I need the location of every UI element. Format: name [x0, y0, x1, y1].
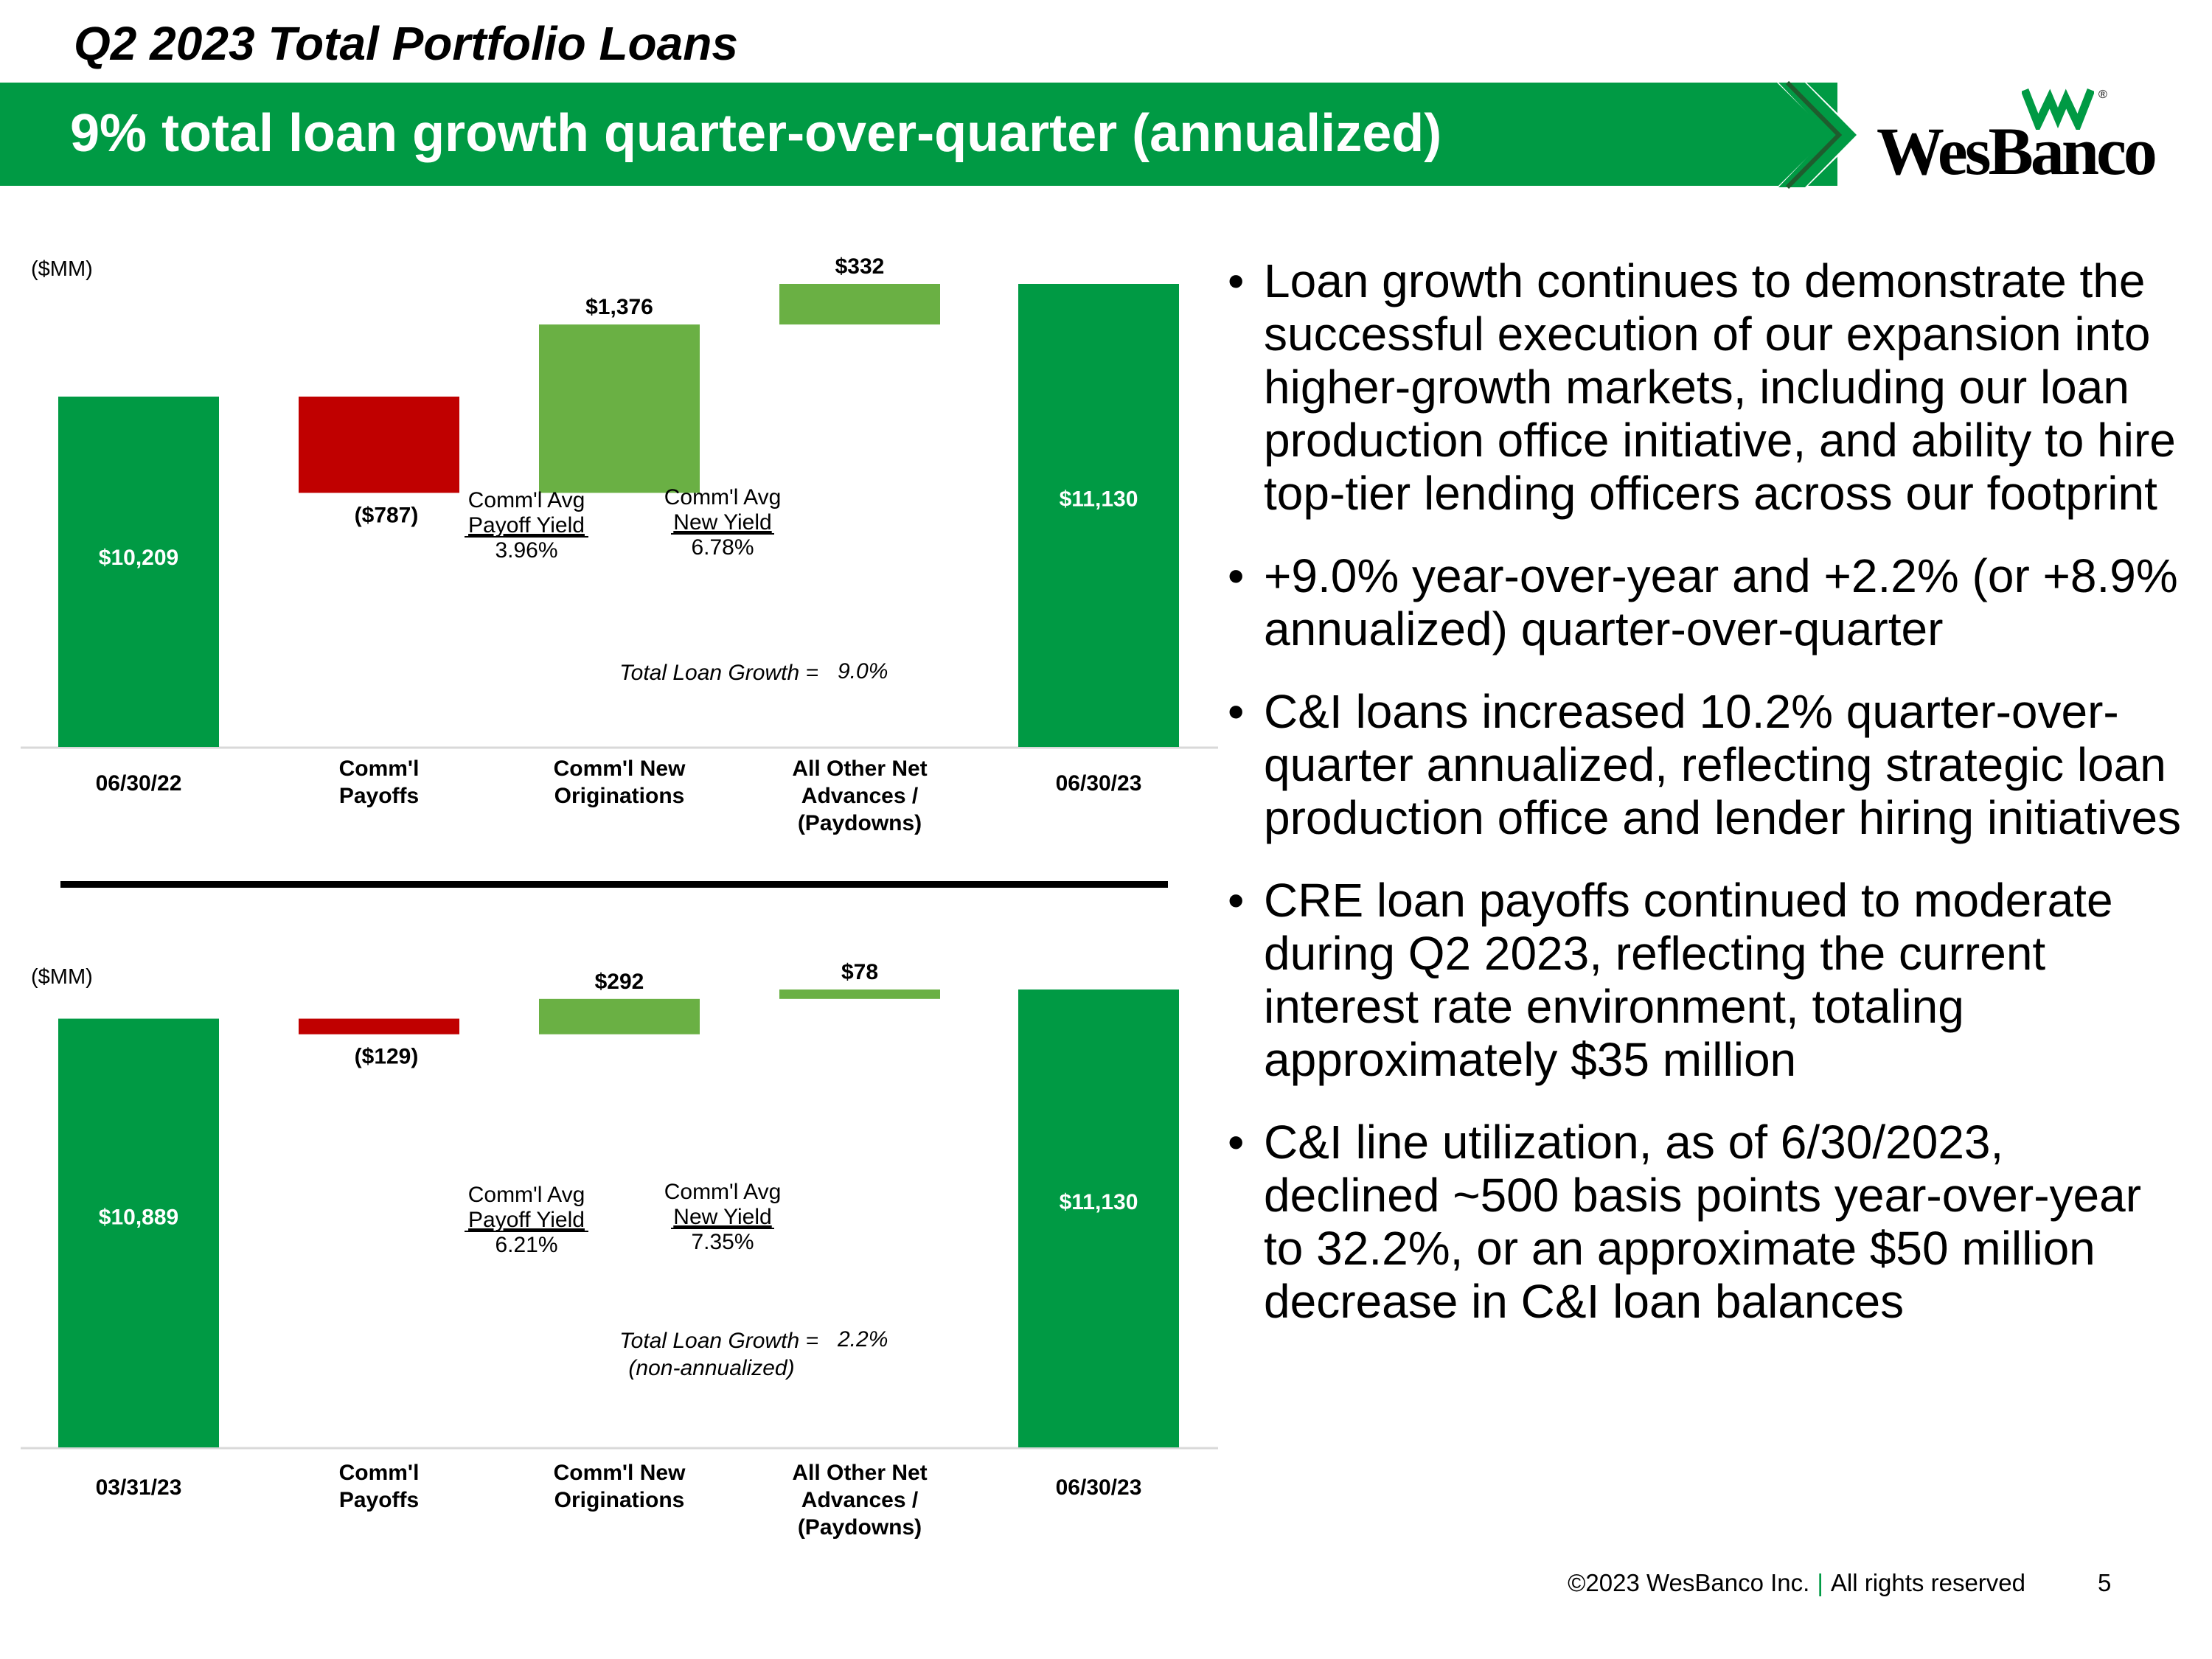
- banner-chevron-icon: [1777, 80, 1860, 189]
- waterfall-bar: [779, 284, 940, 325]
- waterfall-bar: [1018, 284, 1179, 747]
- data-label: $11,130: [1060, 1190, 1138, 1214]
- category-label: (Paydowns): [798, 811, 922, 835]
- page-number: 5: [2098, 1569, 2112, 1596]
- waterfall-bar: [539, 998, 700, 1034]
- growth-label: Total Loan Growth =: [619, 1329, 818, 1353]
- bullet-item: Loan growth continues to demonstrate the…: [1228, 254, 2186, 520]
- data-label: $78: [841, 960, 878, 984]
- wesbanco-w-logo-icon: [2022, 88, 2094, 130]
- footer-separator: |: [1817, 1569, 1823, 1596]
- data-label: $332: [835, 254, 885, 279]
- chart-divider: [60, 881, 1168, 888]
- waterfall-bar: [779, 990, 940, 999]
- bullet-item: C&I line utilization, as of 6/30/2023, d…: [1228, 1116, 2186, 1328]
- category-label: All Other Net: [792, 1461, 927, 1485]
- rights-text: All rights reserved: [1830, 1569, 2025, 1596]
- data-label: ($129): [355, 1045, 419, 1069]
- category-label: Advances /: [801, 784, 919, 808]
- category-label: Originations: [554, 1488, 685, 1512]
- category-label: Comm'l New: [554, 757, 686, 781]
- waterfall-chart-yoy: ($MM) $10,209 06/30/22 ($787) Comm'l Payoffs $…: [0, 243, 1224, 855]
- key-points-list: Loan growth continues to demonstrate the…: [1228, 254, 2186, 1357]
- category-label: 03/31/23: [96, 1475, 182, 1500]
- new-yield-label: New Yield: [673, 1205, 771, 1229]
- bullet-item: CRE loan payoffs continued to moderate d…: [1228, 874, 2186, 1086]
- category-label: (Paydowns): [798, 1515, 922, 1540]
- waterfall-bar: [58, 1018, 219, 1447]
- payoff-yield-label: Payoff Yield: [468, 513, 585, 538]
- payoff-yield-label: Payoff Yield: [468, 1208, 585, 1232]
- data-label: $11,130: [1060, 487, 1138, 511]
- data-label: $10,889: [99, 1206, 178, 1230]
- copyright-text: ©2023 WesBanco Inc.: [1568, 1569, 1810, 1596]
- category-label: All Other Net: [792, 757, 927, 781]
- data-label: $1,376: [585, 295, 653, 319]
- new-yield-value: 6.78%: [691, 535, 754, 560]
- new-yield-title: Comm'l Avg: [664, 1180, 782, 1204]
- data-label: ($787): [355, 503, 419, 527]
- bullet-item: +9.0% year-over-year and +2.2% (or +8.9%…: [1228, 549, 2186, 655]
- category-label: Payoffs: [339, 784, 419, 808]
- waterfall-bar: [299, 396, 459, 493]
- waterfall-bar: [539, 324, 700, 493]
- category-label: 06/30/23: [1056, 771, 1142, 796]
- registered-mark: ®: [2098, 88, 2107, 101]
- headline: 9% total loan growth quarter-over-quarte…: [70, 104, 1442, 163]
- growth-value: 9.0%: [838, 659, 888, 684]
- unit-label: ($MM): [31, 257, 93, 281]
- category-label: 06/30/23: [1056, 1475, 1142, 1500]
- title-banner: [0, 83, 1837, 186]
- unit-label: ($MM): [31, 965, 93, 989]
- category-label: Advances /: [801, 1488, 919, 1512]
- payoff-yield-title: Comm'l Avg: [468, 1183, 585, 1207]
- waterfall-bar: [1018, 990, 1179, 1447]
- page-title: Q2 2023 Total Portfolio Loans: [74, 17, 738, 70]
- bullet-item: C&I loans increased 10.2% quarter-over-q…: [1228, 685, 2186, 844]
- data-label: $292: [595, 970, 644, 994]
- category-label: Originations: [554, 784, 685, 808]
- payoff-yield-value: 6.21%: [495, 1233, 557, 1257]
- new-yield-label: New Yield: [673, 510, 771, 535]
- growth-label: Total Loan Growth =: [619, 661, 818, 685]
- payoff-yield-value: 3.96%: [495, 538, 557, 563]
- category-label: 06/30/22: [96, 771, 182, 796]
- growth-value: 2.2%: [837, 1327, 888, 1352]
- category-label: Comm'l: [339, 757, 420, 781]
- waterfall-chart-qoq: ($MM) $10,889 03/31/23 ($129) Comm'l Payoffs $…: [0, 951, 1224, 1571]
- category-label: Comm'l New: [554, 1461, 686, 1485]
- category-label: Comm'l: [339, 1461, 420, 1485]
- footer-copyright: ©2023 WesBanco Inc. | All rights reserved: [1548, 1569, 2025, 1597]
- category-label: Payoffs: [339, 1488, 419, 1512]
- growth-note: (non-annualized): [628, 1356, 794, 1380]
- company-logo: WesBanco: [1877, 114, 2157, 189]
- waterfall-bar: [299, 1018, 459, 1034]
- data-label: $10,209: [99, 546, 178, 570]
- payoff-yield-title: Comm'l Avg: [468, 488, 585, 512]
- new-yield-title: Comm'l Avg: [664, 485, 782, 509]
- new-yield-value: 7.35%: [691, 1230, 754, 1254]
- waterfall-bar: [58, 396, 219, 747]
